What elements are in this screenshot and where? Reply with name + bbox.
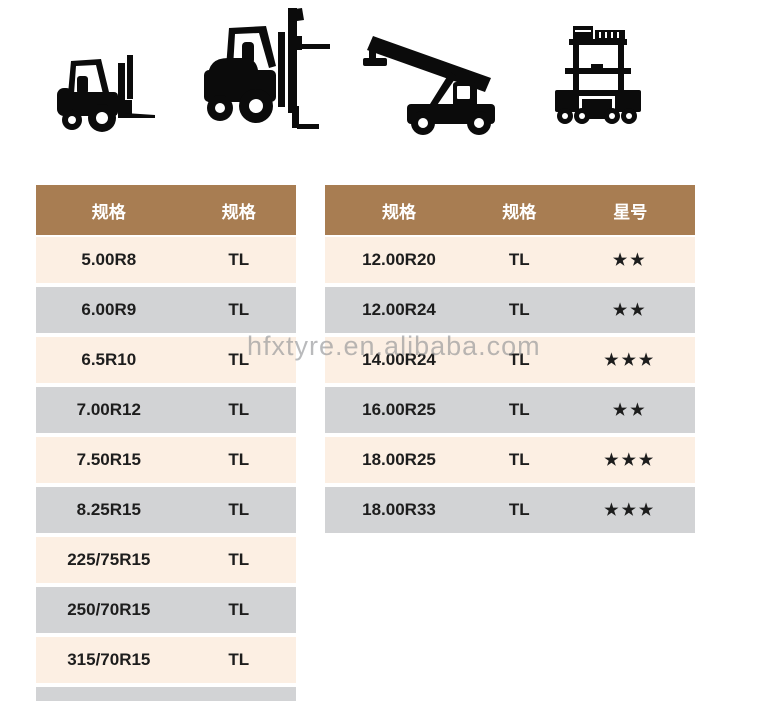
col-header-type: 规格 (221, 202, 256, 222)
spec-cell: 250/70R15 (67, 600, 151, 619)
type-cell: TL (228, 650, 250, 669)
type-cell: TL (508, 300, 530, 319)
spec-cell: 18.00R33 (362, 500, 436, 519)
type-cell: TL (508, 400, 530, 419)
type-cell: TL (508, 250, 530, 269)
star-rating: ★★ (612, 252, 648, 269)
spec-cell: 315/70R15 (67, 650, 151, 669)
table-row: 315/70R15 TL (36, 637, 296, 683)
star-rating: ★★★ (604, 502, 657, 519)
spec-cell: 12.00R20 (362, 250, 436, 269)
table-row: 225/75R15 TL (36, 537, 296, 583)
table-row-partial (36, 687, 296, 701)
spec-cell: 8.25R15 (76, 500, 141, 519)
type-cell: TL (228, 250, 250, 269)
spec-table-large-tires: 规格 规格 星号 12.00R20 TL ★★ 12.00R24 TL ★★ 1… (325, 185, 695, 537)
table-row: 16.00R25 TL ★★ (325, 387, 695, 433)
spec-cell: 225/75R15 (67, 550, 151, 569)
spec-cell: 5.00R8 (81, 250, 137, 269)
type-cell: TL (228, 550, 250, 569)
spec-cell: 14.00R24 (362, 350, 436, 369)
type-cell (182, 687, 296, 701)
spec-cell: 7.50R15 (76, 450, 141, 469)
forklift-icon (55, 48, 157, 140)
type-cell: TL (228, 300, 250, 319)
spec-cell: 6.00R9 (81, 300, 137, 319)
table-row: 12.00R24 TL ★★ (325, 287, 695, 333)
type-cell: TL (228, 350, 250, 369)
table-header-row: 规格 规格 (36, 185, 296, 235)
container-handler-icon (549, 24, 645, 131)
col-header-spec: 规格 (382, 202, 416, 222)
type-cell: TL (228, 450, 250, 469)
star-rating: ★★ (612, 302, 648, 319)
table-row: 18.00R33 TL ★★★ (325, 487, 695, 533)
high-mast-forklift-icon (196, 6, 331, 143)
type-cell: TL (228, 500, 250, 519)
spec-table-small-tires: 规格 规格 5.00R8 TL 6.00R9 TL 6.5R10 TL 7.00… (36, 185, 296, 701)
reach-stacker-icon (363, 30, 505, 135)
spec-cell (36, 687, 182, 701)
col-header-type: 规格 (502, 202, 537, 222)
table-row: 8.25R15 TL (36, 487, 296, 533)
table-row: 7.00R12 TL (36, 387, 296, 433)
spec-cell: 18.00R25 (362, 450, 436, 469)
table-row: 6.5R10 TL (36, 337, 296, 383)
table-row: 18.00R25 TL ★★★ (325, 437, 695, 483)
table-row: 14.00R24 TL ★★★ (325, 337, 695, 383)
type-cell: TL (228, 600, 250, 619)
type-cell: TL (508, 350, 530, 369)
table-row: 250/70R15 TL (36, 587, 296, 633)
spec-cell: 16.00R25 (362, 400, 436, 419)
col-header-star: 星号 (613, 202, 648, 222)
table-row: 7.50R15 TL (36, 437, 296, 483)
star-rating: ★★★ (604, 452, 657, 469)
table-row: 12.00R20 TL ★★ (325, 237, 695, 283)
star-rating: ★★ (612, 402, 648, 419)
table-row: 6.00R9 TL (36, 287, 296, 333)
spec-cell: 12.00R24 (362, 300, 436, 319)
type-cell: TL (228, 400, 250, 419)
type-cell: TL (508, 450, 530, 469)
star-rating: ★★★ (604, 352, 657, 369)
spec-cell: 7.00R12 (76, 400, 141, 419)
table-header-row: 规格 规格 星号 (325, 185, 695, 235)
spec-cell: 6.5R10 (81, 350, 137, 369)
type-cell: TL (508, 500, 530, 519)
table-row: 5.00R8 TL (36, 237, 296, 283)
col-header-spec: 规格 (91, 202, 126, 222)
